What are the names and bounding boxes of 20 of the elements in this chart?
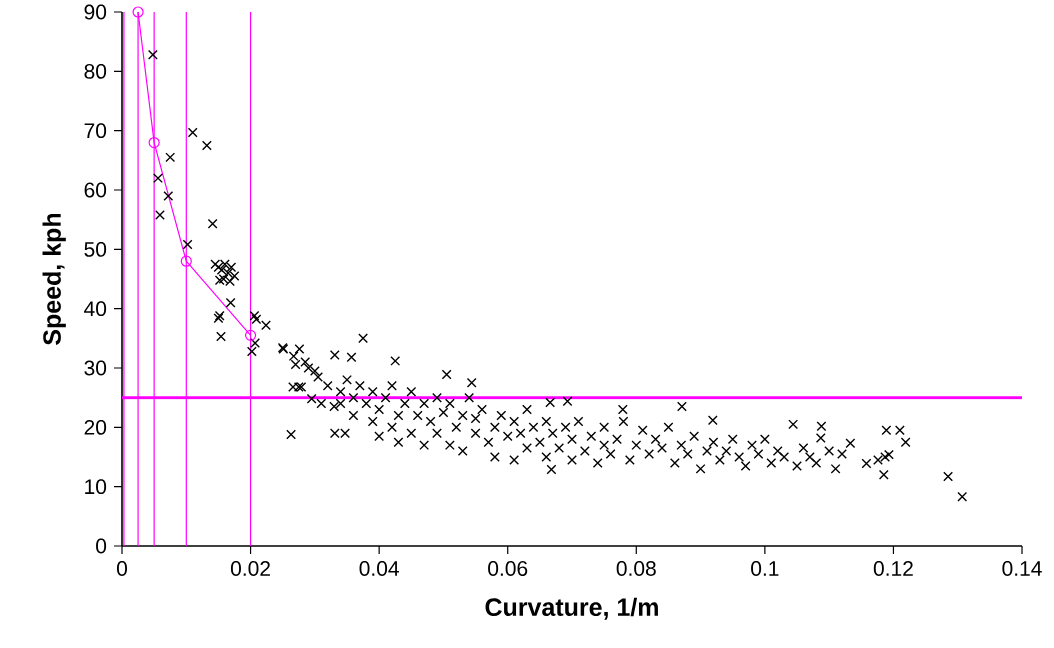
x-tick-label: 0.06 xyxy=(488,561,528,576)
y-axis-title: Speed, kph xyxy=(42,213,66,345)
y-tick-label: 60 xyxy=(84,182,107,198)
x-tick-label: 0 xyxy=(116,561,128,576)
x-tick-label: 0.1 xyxy=(751,561,779,576)
y-tick-label: 80 xyxy=(84,63,107,79)
x-tick-label: 0.12 xyxy=(873,561,913,576)
x-axis-title: Curvature, 1/m xyxy=(485,597,658,620)
x-tick-label: 0.04 xyxy=(359,561,399,576)
y-tick-label: 70 xyxy=(84,123,107,139)
y-tick-label: 10 xyxy=(85,479,107,495)
y-tick-label: 90 xyxy=(84,4,107,20)
y-tick-label: 40 xyxy=(84,301,107,317)
x-tick-label: 0.02 xyxy=(230,561,270,576)
y-tick-label: 20 xyxy=(84,419,107,435)
y-tick-label: 0 xyxy=(96,538,107,554)
y-tick-label: 50 xyxy=(84,241,107,257)
x-tick-label: 0.14 xyxy=(1002,561,1042,576)
x-tick-label: 0.08 xyxy=(616,561,656,576)
y-tick-label: 30 xyxy=(84,360,107,376)
